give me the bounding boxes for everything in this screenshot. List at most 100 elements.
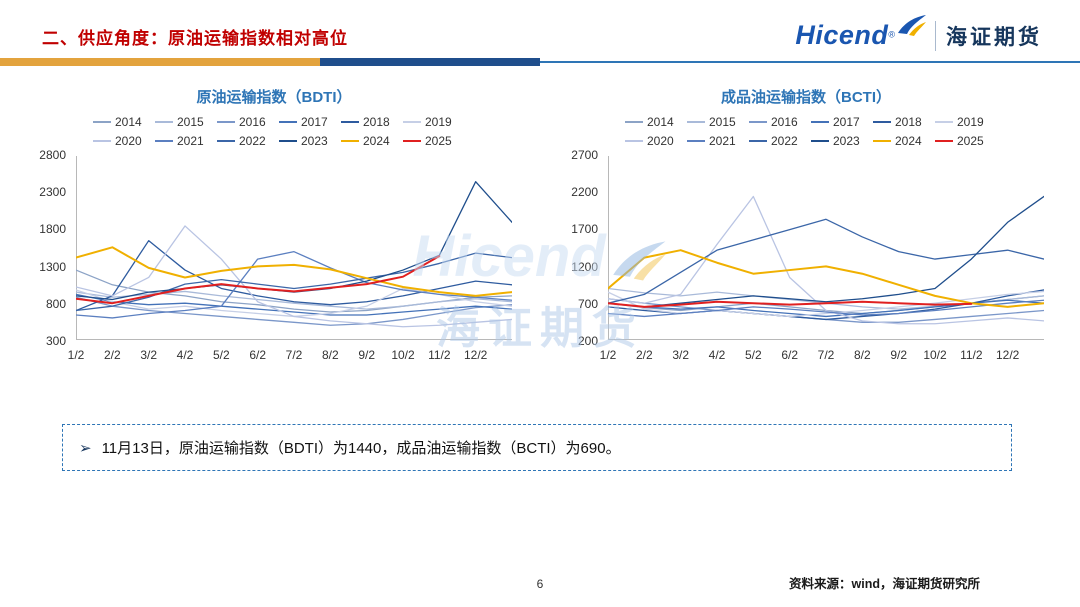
legend-item-2025: 2025	[935, 134, 987, 148]
chart-legend: 2014 2015 2016 2017 2018 2019 2020 2021 2022 2023…	[79, 115, 469, 148]
plot-svg	[76, 156, 512, 340]
logo-divider	[935, 20, 936, 51]
x-tick-label: 12/2	[463, 348, 488, 362]
y-tick-label: 800	[45, 296, 66, 311]
y-tick-label: 700	[577, 296, 598, 311]
axis-line	[77, 156, 512, 340]
legend-line-swatch	[687, 140, 705, 142]
legend-item-2021: 2021	[155, 134, 207, 148]
series-line-2020	[608, 196, 1044, 323]
legend-line-swatch	[217, 121, 235, 123]
legend-year-label: 2019	[957, 115, 984, 129]
series-line-2020	[76, 226, 512, 327]
y-tick-label: 1800	[39, 222, 66, 237]
axis-line	[609, 156, 1044, 340]
y-axis: 2700 2200 1700 1200 700 200	[568, 149, 604, 347]
legend-item-2025: 2025	[403, 134, 455, 148]
legend-line-swatch	[93, 121, 111, 123]
x-tick-label: 6/2	[781, 348, 798, 362]
legend-item-2014: 2014	[93, 115, 145, 129]
legend-line-swatch	[749, 121, 767, 123]
legend-item-2022: 2022	[217, 134, 269, 148]
legend-item-2018: 2018	[341, 115, 393, 129]
legend-line-swatch	[687, 121, 705, 123]
legend-line-swatch	[811, 121, 829, 123]
x-tick-label: 8/2	[321, 348, 339, 362]
x-tick-label: 7/2	[285, 348, 303, 362]
x-tick-label: 10/2	[923, 348, 947, 362]
data-source-text: 资料来源：wind，海证期货研究所	[789, 577, 980, 591]
y-tick-label: 300	[45, 333, 66, 348]
y-tick-label: 1700	[571, 222, 598, 237]
x-tick-label: 12/2	[995, 348, 1020, 362]
y-tick-label: 2700	[571, 148, 598, 162]
plot-wrap: 2800 2300 1800 1300 800 300 1/2 2/2 3/2 4/2 5/2 6/…	[36, 149, 512, 362]
x-tick-label: 4/2	[176, 348, 194, 362]
legend-item-2015: 2015	[155, 115, 207, 129]
series-line-2022	[76, 253, 512, 310]
series-line-2018	[76, 241, 512, 311]
x-tick-label: 5/2	[744, 348, 762, 362]
x-tick-label: 3/2	[672, 348, 689, 362]
legend-line-swatch	[625, 140, 643, 142]
x-tick-label: 7/2	[817, 348, 835, 362]
y-axis: 2800 2300 1800 1300 800 300	[36, 149, 72, 347]
x-tick-label: 11/2	[960, 348, 983, 362]
separator-gold-segment	[0, 58, 320, 66]
legend-year-label: 2016	[771, 115, 798, 129]
legend-line-swatch	[749, 140, 767, 142]
logo-swoosh-icon	[897, 14, 927, 41]
series-line-2024	[76, 247, 512, 296]
arrow-bullet-icon: ➢	[79, 440, 92, 457]
summary-note-box: ➢ 11月13日，原油运输指数（BDTI）为1440，成品油运输指数（BCTI）…	[62, 424, 1012, 471]
series-line-2023	[608, 196, 1044, 306]
page-title: 二、供应角度：原油运输指数相对高位	[42, 29, 348, 48]
legend-year-label: 2021	[709, 134, 736, 148]
chart-title: 原油运输指数（BDTI）	[196, 89, 352, 106]
legend-line-swatch	[811, 140, 829, 142]
x-tick-label: 9/2	[358, 348, 375, 362]
legend-line-swatch	[217, 140, 235, 142]
plot-area	[608, 156, 1044, 340]
x-tick-label: 4/2	[708, 348, 726, 362]
series-line-2015	[76, 291, 512, 309]
legend-item-2019: 2019	[403, 115, 455, 129]
legend-item-2016: 2016	[749, 115, 801, 129]
x-tick-label: 10/2	[391, 348, 415, 362]
legend-year-label: 2020	[647, 134, 674, 148]
x-tick-label: 5/2	[212, 348, 230, 362]
series-line-2025	[76, 256, 439, 303]
legend-line-swatch	[403, 140, 421, 142]
legend-year-label: 2024	[895, 134, 922, 148]
legend-year-label: 2014	[647, 115, 674, 129]
x-tick-label: 2/2	[635, 348, 653, 362]
legend-year-label: 2018	[895, 115, 922, 129]
legend-year-label: 2023	[301, 134, 328, 148]
chart-legend: 2014 2015 2016 2017 2018 2019 2020 2021 2022 2023…	[611, 115, 1001, 148]
legend-year-label: 2022	[771, 134, 798, 148]
separator-blue-line	[540, 61, 1080, 63]
legend-year-label: 2024	[363, 134, 390, 148]
legend-line-swatch	[873, 140, 891, 142]
legend-line-swatch	[279, 121, 297, 123]
legend-item-2020: 2020	[93, 134, 145, 148]
legend-line-swatch	[341, 140, 359, 142]
company-logo: Hicend® 海证期货	[795, 15, 1042, 51]
plot-wrap: 2700 2200 1700 1200 700 200 1/2 2/2 3/2 4/2 5/2 6/…	[568, 149, 1044, 362]
x-tick-label: 1/2	[67, 348, 85, 362]
legend-item-2023: 2023	[811, 134, 863, 148]
summary-note-text: 11月13日，原油运输指数（BDTI）为1440，成品油运输指数（BCTI）为6…	[101, 440, 621, 457]
y-tick-label: 1300	[39, 259, 66, 274]
chart-title: 成品油运输指数（BCTI）	[721, 89, 891, 106]
legend-item-2017: 2017	[811, 115, 863, 129]
series-line-2021	[608, 300, 1044, 316]
legend-year-label: 2019	[425, 115, 452, 129]
x-axis: 1/2 2/2 3/2 4/2 5/2 6/2 7/2 8/2 9/2 10/2 11/2 12/2	[600, 344, 1044, 362]
legend-year-label: 2025	[425, 134, 452, 148]
legend-line-swatch	[873, 121, 891, 123]
legend-item-2024: 2024	[873, 134, 925, 148]
legend-year-label: 2017	[301, 115, 328, 129]
legend-item-2024: 2024	[341, 134, 393, 148]
legend-item-2019: 2019	[935, 115, 987, 129]
legend-item-2018: 2018	[873, 115, 925, 129]
